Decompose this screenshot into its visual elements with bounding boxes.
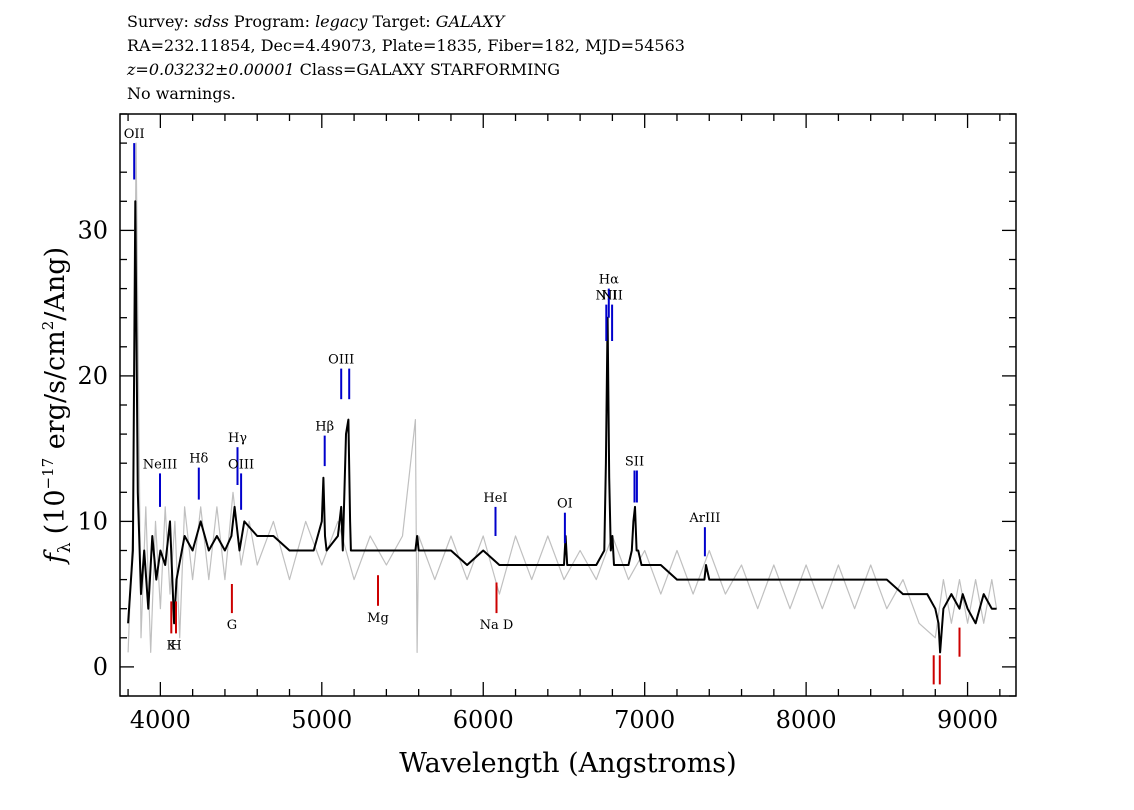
survey-label: Survey:	[127, 12, 189, 31]
emission-line-label-5: Hβ	[315, 420, 334, 435]
y-axis-title-exp2: 2	[39, 321, 57, 331]
emission-line-label-4: OIII	[228, 457, 254, 472]
series-layer	[127, 142, 998, 654]
absorption-line-label-3: Mg	[367, 611, 389, 626]
y-tick-label: 20	[77, 362, 108, 390]
emission-line-label-3: Hγ	[228, 431, 247, 446]
spectrum-header: Survey: sdss Program: legacy Target: GAL…	[127, 10, 685, 106]
emission-line-label-9: OI	[557, 497, 573, 512]
series-model	[127, 200, 997, 654]
absorption-line-label-4: Na D	[480, 618, 514, 633]
x-tick-label: 5000	[291, 706, 352, 734]
x-tick-label: 8000	[776, 706, 837, 734]
plot-frame	[119, 113, 1017, 697]
y-tick-label: 0	[93, 653, 108, 681]
y-axis-title-pre: (10	[40, 489, 71, 534]
header-line-1: Survey: sdss Program: legacy Target: GAL…	[127, 10, 685, 34]
target-label: Target:	[372, 12, 431, 31]
x-tick-label: 9000	[937, 706, 998, 734]
absorption-line-label-1: H	[170, 638, 181, 653]
y-axis-title-post: /Ang)	[40, 247, 71, 321]
header-line-2: RA=232.11854, Dec=4.49073, Plate=1835, F…	[127, 36, 685, 55]
absorption-line-label-0: K	[166, 638, 176, 653]
program-value: legacy	[315, 12, 368, 31]
program-label: Program:	[233, 12, 310, 31]
emission-line-label-0: OII	[124, 127, 145, 142]
target-value: GALAXY	[435, 12, 505, 31]
class-value: Class=GALAXY STARFORMING	[299, 60, 561, 79]
emission-line-label-12: NII	[601, 289, 623, 304]
emission-line-label-13: SII	[625, 455, 644, 470]
axis-ticks: 4000 5000 6000 7000 8000 9000 0 10 20 30	[77, 113, 1016, 734]
series-flux-noise	[127, 142, 998, 654]
y-axis-title-exp1: −17	[39, 458, 57, 490]
redshift-value: z=0.03232±0.00001	[127, 60, 295, 79]
y-axis-title: fλ(10−17 erg/s/cm2/Ang)	[39, 247, 75, 565]
header-line-4: No warnings.	[127, 84, 236, 103]
x-tick-label: 7000	[614, 706, 675, 734]
x-tick-label: 4000	[130, 706, 191, 734]
y-axis-title-mid: erg/s/cm	[40, 330, 71, 458]
emission-line-label-15: ArIII	[688, 511, 720, 526]
emission-line-label-6: OIII	[328, 353, 354, 368]
emission-line-label-11: Hα	[599, 273, 619, 288]
emission-line-label-10: NII	[595, 289, 617, 304]
emission-line-label-8: HeI	[483, 491, 507, 506]
survey-value: sdss	[193, 12, 229, 31]
header-line-3: z=0.03232±0.00001 Class=GALAXY STARFORMI…	[127, 58, 685, 82]
y-axis-title-sub: λ	[55, 542, 75, 553]
x-axis-title: Wavelength (Angstroms)	[399, 748, 736, 779]
x-tick-label: 6000	[453, 706, 514, 734]
absorption-line-label-2: G	[227, 618, 237, 633]
y-tick-label: 10	[77, 507, 108, 535]
emission-line-label-1: NeIII	[143, 457, 177, 472]
y-tick-label: 30	[77, 216, 108, 244]
emission-line-label-2: Hδ	[189, 452, 208, 467]
